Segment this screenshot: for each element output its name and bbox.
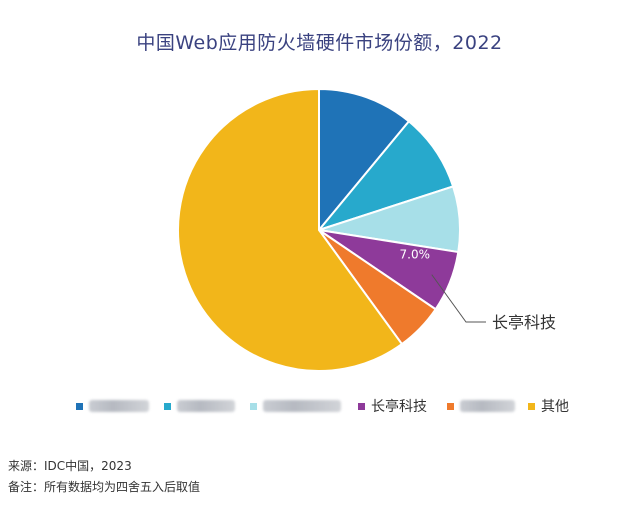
legend-swatch-1 [76,402,83,410]
legend-swatch-4 [358,402,365,410]
legend-label-2 [177,400,235,412]
legend-label-3 [263,400,341,412]
legend-item-4: 长亭科技 [358,392,427,420]
rounding-note: 备注：所有数据均为四舍五入后取值 [8,480,201,494]
legend-swatch-6 [528,402,535,410]
legend-item-6: 其他 [528,392,569,420]
legend-swatch-2 [164,402,171,410]
legend-item-2 [164,392,235,420]
chart-title: 中国Web应用防火墙硬件市场份额，2022 [136,32,503,54]
pie-slice-2 [316,119,455,233]
legend-label-5 [460,400,515,412]
data-label-changting: 7.0% [400,247,431,261]
legend-label-4: 长亭科技 [371,399,427,415]
legend-swatch-3 [250,402,257,410]
legend-label-1 [89,400,149,412]
legend-item-3 [250,392,341,420]
pie-slice-6 [177,87,404,372]
source-note: 来源：IDC中国，2023 [8,459,132,473]
legend-item-5 [447,392,515,420]
legend-item-1 [76,392,149,420]
footnotes: 来源：IDC中国，2023 备注：所有数据均为四舍五入后取值 [8,456,200,498]
callout-label: 长亭科技 [492,313,556,332]
pie-slice-1 [318,87,411,233]
legend-label-6: 其他 [541,399,569,415]
legend-swatch-5 [447,402,454,410]
chart-legend: 长亭科技 其他 [76,392,596,420]
callout-line [431,274,486,323]
